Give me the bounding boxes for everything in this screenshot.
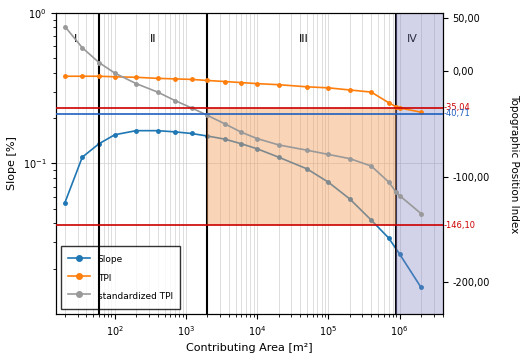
standardized TPI [254, 136, 260, 141]
standardized TPI [172, 98, 178, 103]
Slope [204, 134, 210, 138]
TPI [418, 110, 424, 114]
standardized TPI [397, 193, 403, 198]
Text: -35,04: -35,04 [443, 103, 470, 112]
standardized TPI [304, 148, 310, 152]
TPI [325, 86, 331, 90]
standardized TPI [96, 60, 102, 65]
TPI [393, 105, 400, 109]
Text: -40,71: -40,71 [443, 109, 470, 118]
Slope [347, 197, 353, 201]
Slope [62, 201, 68, 205]
Slope [238, 141, 245, 146]
standardized TPI [204, 113, 210, 117]
standardized TPI [62, 24, 68, 29]
Text: II: II [150, 34, 157, 44]
TPI [62, 74, 68, 78]
standardized TPI [418, 211, 424, 216]
standardized TPI [276, 143, 282, 147]
standardized TPI [112, 71, 118, 75]
TPI [238, 80, 245, 85]
Slope [368, 218, 375, 222]
standardized TPI [133, 81, 139, 86]
Legend: Slope, TPI, standardized TPI: Slope, TPI, standardized TPI [60, 246, 180, 310]
Slope [188, 131, 195, 136]
TPI [155, 76, 161, 81]
TPI [204, 78, 210, 83]
Y-axis label: Topographic Position Index: Topographic Position Index [509, 94, 519, 233]
TPI [188, 77, 195, 82]
TPI [172, 77, 178, 81]
Slope [397, 252, 403, 256]
TPI [112, 75, 118, 79]
standardized TPI [368, 164, 375, 168]
TPI [368, 90, 375, 94]
Line: TPI: TPI [63, 75, 423, 114]
standardized TPI [221, 122, 228, 126]
Slope [325, 180, 331, 184]
Text: -146,10: -146,10 [443, 221, 476, 230]
Slope [386, 236, 392, 240]
TPI [79, 74, 85, 78]
standardized TPI [155, 90, 161, 94]
TPI [221, 79, 228, 84]
TPI [304, 85, 310, 89]
standardized TPI [386, 180, 392, 184]
Slope [133, 129, 139, 133]
Slope [304, 167, 310, 171]
Slope [172, 130, 178, 134]
Text: I: I [74, 34, 77, 44]
standardized TPI [238, 130, 245, 134]
Slope [221, 137, 228, 141]
TPI [133, 75, 139, 80]
Line: standardized TPI: standardized TPI [63, 25, 423, 215]
standardized TPI [79, 46, 85, 50]
TPI [254, 81, 260, 86]
Y-axis label: Slope [%]: Slope [%] [7, 136, 17, 190]
standardized TPI [347, 157, 353, 161]
Slope [254, 147, 260, 151]
Slope [276, 155, 282, 159]
Text: IV: IV [407, 34, 418, 44]
TPI [386, 100, 392, 105]
Slope [155, 129, 161, 133]
TPI [276, 82, 282, 87]
Line: Slope: Slope [63, 129, 423, 289]
TPI [397, 106, 403, 110]
Slope [112, 132, 118, 137]
TPI [96, 74, 102, 78]
Slope [79, 155, 85, 159]
Bar [207, 108, 397, 225]
Text: III: III [299, 34, 309, 44]
standardized TPI [325, 152, 331, 157]
TPI [347, 88, 353, 92]
standardized TPI [393, 190, 400, 195]
Slope [96, 141, 102, 146]
Bar [397, 13, 442, 314]
standardized TPI [188, 106, 195, 110]
Slope [418, 285, 424, 290]
X-axis label: Contributing Area [m²]: Contributing Area [m²] [186, 343, 312, 353]
